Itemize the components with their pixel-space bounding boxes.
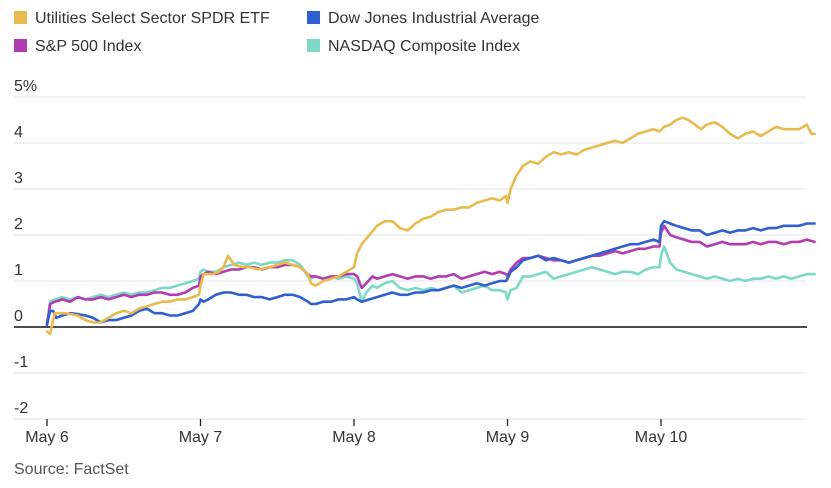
legend-label: Utilities Select Sector SPDR ETF: [35, 10, 270, 27]
y-tick-label: -1: [14, 354, 28, 371]
legend: Utilities Select Sector SPDR ETF Dow Jone…: [14, 10, 539, 55]
x-tick-label: May 10: [635, 429, 688, 446]
x-tick-label: May 9: [486, 429, 530, 446]
series-line-1: [45, 219, 816, 326]
gridlines: [14, 96, 807, 420]
legend-item: S&P 500 Index: [14, 38, 141, 55]
series-line-3: [45, 245, 816, 326]
x-tick-label: May 7: [179, 429, 223, 446]
legend-swatch: [14, 11, 27, 24]
x-tick-label: May 8: [332, 429, 376, 446]
legend-item: Dow Jones Industrial Average: [307, 10, 539, 27]
y-axis: 5% 4 3 2 1 0 -1 -2: [14, 78, 37, 417]
legend-item: Utilities Select Sector SPDR ETF: [14, 10, 270, 27]
series-line-0: [45, 116, 816, 336]
x-axis: May 6 May 7 May 8 May 9 May 10: [25, 419, 687, 446]
y-tick-label: 5%: [14, 78, 37, 95]
series-line-2: [45, 224, 816, 326]
y-tick-label: 4: [14, 124, 23, 141]
legend-swatch: [14, 39, 27, 52]
series-lines: [45, 116, 816, 336]
source-label: Source: FactSet: [14, 461, 129, 478]
legend-label: Dow Jones Industrial Average: [328, 10, 539, 27]
legend-label: S&P 500 Index: [35, 38, 141, 55]
y-tick-label: 3: [14, 170, 23, 187]
legend-swatch: [307, 11, 320, 24]
y-tick-label: 1: [14, 262, 23, 279]
y-tick-label: 0: [14, 308, 23, 325]
y-tick-label: -2: [14, 400, 28, 417]
legend-label: NASDAQ Composite Index: [328, 38, 520, 55]
x-tick-label: May 6: [25, 429, 69, 446]
legend-swatch: [307, 39, 320, 52]
y-tick-label: 2: [14, 216, 23, 233]
legend-item: NASDAQ Composite Index: [307, 38, 520, 55]
